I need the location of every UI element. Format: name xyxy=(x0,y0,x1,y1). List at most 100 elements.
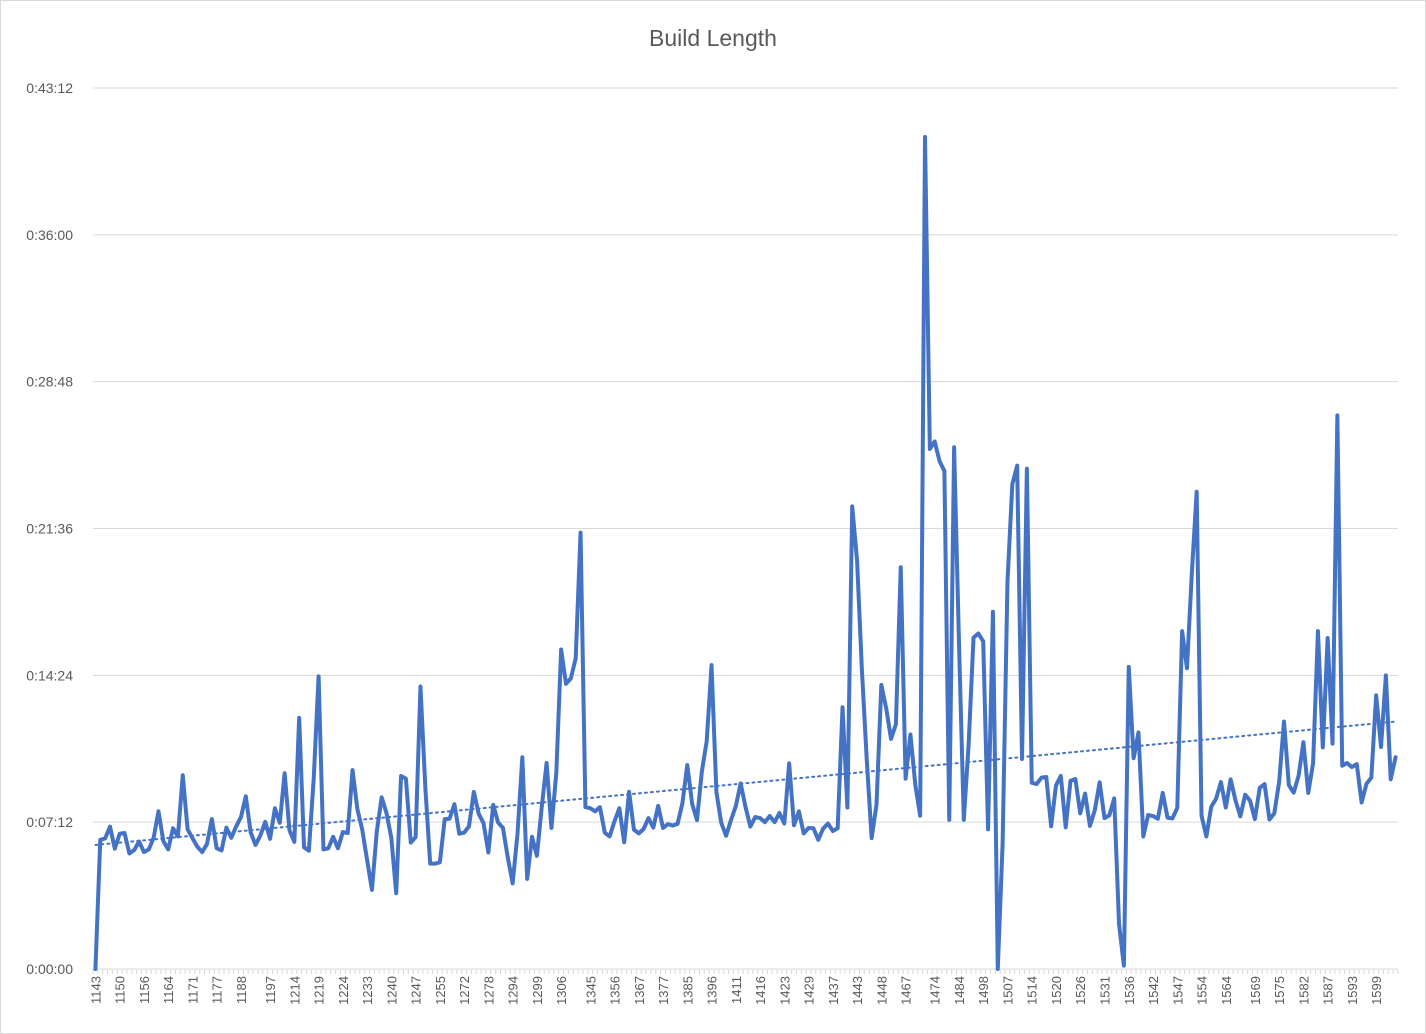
data-point xyxy=(1016,464,1019,467)
data-point xyxy=(113,847,116,850)
x-tick-label: 1575 xyxy=(1272,976,1287,1005)
data-point xyxy=(181,774,184,777)
data-point xyxy=(890,737,893,740)
data-point xyxy=(1059,774,1062,777)
data-point xyxy=(108,825,111,828)
data-point xyxy=(157,810,160,813)
data-point xyxy=(763,821,766,824)
data-point xyxy=(754,816,757,819)
data-point xyxy=(366,858,369,861)
data-point xyxy=(1147,814,1150,817)
x-tick-label: 1514 xyxy=(1025,976,1040,1005)
data-point xyxy=(472,790,475,793)
data-point xyxy=(1219,781,1222,784)
series-line xyxy=(93,134,1398,971)
data-point xyxy=(1370,776,1373,779)
x-tick-label: 1564 xyxy=(1219,976,1234,1005)
data-point xyxy=(739,782,742,785)
data-point xyxy=(647,817,650,820)
x-axis-tick-labels: 1143 1150 1156 1164 1171 1177 1188 1197 1214 1219… xyxy=(88,976,1384,1005)
data-point xyxy=(1122,964,1125,967)
data-point xyxy=(860,669,863,672)
data-point xyxy=(831,830,834,833)
data-point xyxy=(1001,842,1004,845)
x-tick-label: 1582 xyxy=(1296,976,1311,1005)
data-point xyxy=(186,828,189,831)
data-point xyxy=(336,847,339,850)
data-point xyxy=(99,838,102,841)
x-tick-label: 1188 xyxy=(234,976,249,1004)
data-point xyxy=(467,825,470,828)
data-point xyxy=(346,832,349,835)
data-point xyxy=(623,841,626,844)
data-point xyxy=(278,821,281,824)
data-point xyxy=(1384,674,1387,677)
data-point xyxy=(909,733,912,736)
data-point xyxy=(856,559,859,562)
data-point xyxy=(1321,746,1324,749)
x-tick-label: 1531 xyxy=(1097,976,1112,1005)
data-point xyxy=(404,777,407,780)
data-point xyxy=(332,835,335,838)
data-point xyxy=(298,716,301,719)
x-tick-label: 1396 xyxy=(705,976,720,1005)
data-point xyxy=(1021,757,1024,760)
data-point xyxy=(788,762,791,765)
data-point xyxy=(1234,799,1237,802)
x-tick-label: 1443 xyxy=(850,976,865,1005)
data-point xyxy=(768,815,771,818)
x-tick-label: 1247 xyxy=(409,976,424,1005)
data-point xyxy=(628,790,631,793)
data-point xyxy=(176,835,179,838)
series-group xyxy=(93,134,1398,971)
data-point xyxy=(1161,791,1164,794)
data-point xyxy=(1355,763,1358,766)
data-point xyxy=(662,826,665,829)
data-point xyxy=(133,849,136,852)
x-tick-label: 1299 xyxy=(530,976,545,1005)
data-point xyxy=(681,802,684,805)
x-tick-label: 1197 xyxy=(263,976,278,1004)
data-point xyxy=(482,822,485,825)
data-point xyxy=(1054,784,1057,787)
data-point xyxy=(1190,572,1193,575)
data-point xyxy=(826,822,829,825)
data-point xyxy=(147,848,150,851)
data-point xyxy=(729,819,732,822)
data-point xyxy=(972,636,975,639)
x-tick-label: 1255 xyxy=(433,976,448,1005)
data-point xyxy=(817,838,820,841)
data-point xyxy=(167,848,170,851)
data-point xyxy=(1045,775,1048,778)
data-point xyxy=(424,786,427,789)
data-point xyxy=(463,831,466,834)
data-point xyxy=(797,810,800,813)
data-point xyxy=(172,827,175,830)
data-point xyxy=(700,770,703,773)
data-point xyxy=(773,821,776,824)
data-point xyxy=(613,820,616,823)
data-point xyxy=(162,840,165,843)
data-point xyxy=(632,828,635,831)
data-point xyxy=(676,822,679,825)
x-tick-label: 1224 xyxy=(336,976,351,1005)
data-point xyxy=(341,831,344,834)
y-tick-label: 0:14:24 xyxy=(26,667,73,683)
data-point xyxy=(1389,778,1392,781)
x-tick-label: 1411 xyxy=(729,976,744,1004)
data-point xyxy=(657,804,660,807)
data-point xyxy=(851,505,854,508)
data-point xyxy=(1185,667,1188,670)
y-tick-label: 0:07:12 xyxy=(26,814,73,830)
x-tick-label: 1177 xyxy=(210,976,225,1004)
data-point xyxy=(1229,778,1232,781)
x-tick-label: 1599 xyxy=(1369,976,1384,1005)
data-point xyxy=(1113,797,1116,800)
data-point xyxy=(545,762,548,765)
data-point xyxy=(1181,630,1184,633)
data-point xyxy=(865,758,868,761)
data-point xyxy=(327,847,330,850)
data-point xyxy=(759,817,762,820)
